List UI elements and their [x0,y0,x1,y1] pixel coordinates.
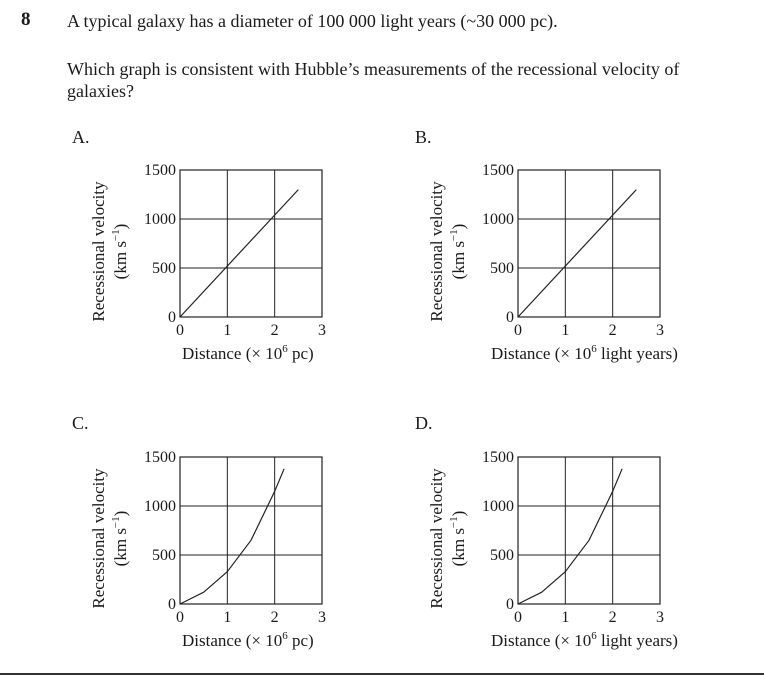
option-b-label[interactable]: B. [415,127,432,147]
y-tick-label: 500 [490,260,514,277]
y-tick-label: 1500 [482,449,514,466]
x-tick-label: 1 [561,609,569,626]
y-tick-label: 500 [490,547,514,564]
y-tick-label: 0 [506,309,514,326]
option-c-label[interactable]: C. [72,413,89,433]
data-line [517,468,623,605]
graph-svg: 1500 1000 500 00 1 2 3 Recessional velocity (km … [427,162,678,363]
option-d-label[interactable]: D. [415,413,433,433]
graph-b: 1500 1000 500 0 0 1 2 3 Recessional velocity (km … [418,150,718,370]
x-tick-label: 2 [609,322,617,339]
x-tick-label: 2 [271,322,279,339]
graph-svg: 1500 1000 500 00 1 2 3 Recessional velocity (km … [89,449,326,650]
graph-a: 1500 1000 500 0 0 1 2 3 Recessional velocity (km … [80,150,380,370]
graph-d: 1500 1000 500 0 0 1 2 3 Recessional velocity (km … [418,437,718,657]
plot-frame [517,169,661,318]
x-axis-label: Distance (× 106 pc) [182,343,314,363]
x-tick-label: 2 [609,609,617,626]
data-line [179,468,285,605]
y-axis-unit: (km s−1) [110,511,130,567]
y-tick-label: 1500 [482,162,514,179]
x-tick-label: 3 [656,322,664,339]
y-axis-label: Recessional velocity [427,181,446,322]
x-tick-label: 0 [514,322,522,339]
y-tick-label: 1000 [144,498,176,515]
x-axis-label: Distance (× 106 pc) [182,630,314,650]
x-tick-label: 1 [223,322,231,339]
plot-frame [179,169,323,318]
graph-svg: 1500 1000 500 00 1 2 3 Recessional velocity (km … [89,162,326,363]
x-tick-label: 0 [514,609,522,626]
x-tick-label: 2 [271,609,279,626]
x-tick-label: 3 [318,322,326,339]
x-tick-label: 1 [223,609,231,626]
y-axis-label: Recessional velocity [427,468,446,609]
y-tick-label: 0 [506,596,514,613]
data-line [517,189,637,318]
x-axis-label: Distance (× 106 light years) [491,630,678,650]
question-stem: A typical galaxy has a diameter of 100 0… [67,11,558,31]
y-tick-label: 1000 [482,211,514,228]
data-line [179,189,299,318]
x-tick-label: 0 [176,609,184,626]
plot-frame [179,456,323,605]
plot-frame [517,456,661,605]
x-tick-label: 3 [318,609,326,626]
y-tick-label: 0 [168,309,176,326]
page-bottom-rule [0,673,764,675]
option-a-label[interactable]: A. [72,127,90,147]
y-tick-label: 1000 [482,498,514,515]
question-number: 8 [21,9,31,30]
y-axis-unit: (km s−1) [448,511,468,567]
x-tick-label: 3 [656,609,664,626]
x-tick-label: 1 [561,322,569,339]
y-tick-label: 500 [152,547,176,564]
question-prompt: Which graph is consistent with Hubble’s … [67,59,680,101]
x-axis-label: Distance (× 106 light years) [491,343,678,363]
y-tick-label: 1500 [144,162,176,179]
y-tick-label: 1000 [144,211,176,228]
x-tick-label: 0 [176,322,184,339]
y-tick-label: 0 [168,596,176,613]
y-tick-label: 500 [152,260,176,277]
y-axis-unit: (km s−1) [110,224,130,280]
y-axis-unit: (km s−1) [448,224,468,280]
y-axis-label: Recessional velocity [89,468,108,609]
graph-c: 1500 1000 500 0 0 1 2 3 Recessional velocity (km … [80,437,380,657]
graph-svg: 1500 1000 500 00 1 2 3 Recessional velocity (km … [427,449,678,650]
y-tick-label: 1500 [144,449,176,466]
y-axis-label: Recessional velocity [89,181,108,322]
